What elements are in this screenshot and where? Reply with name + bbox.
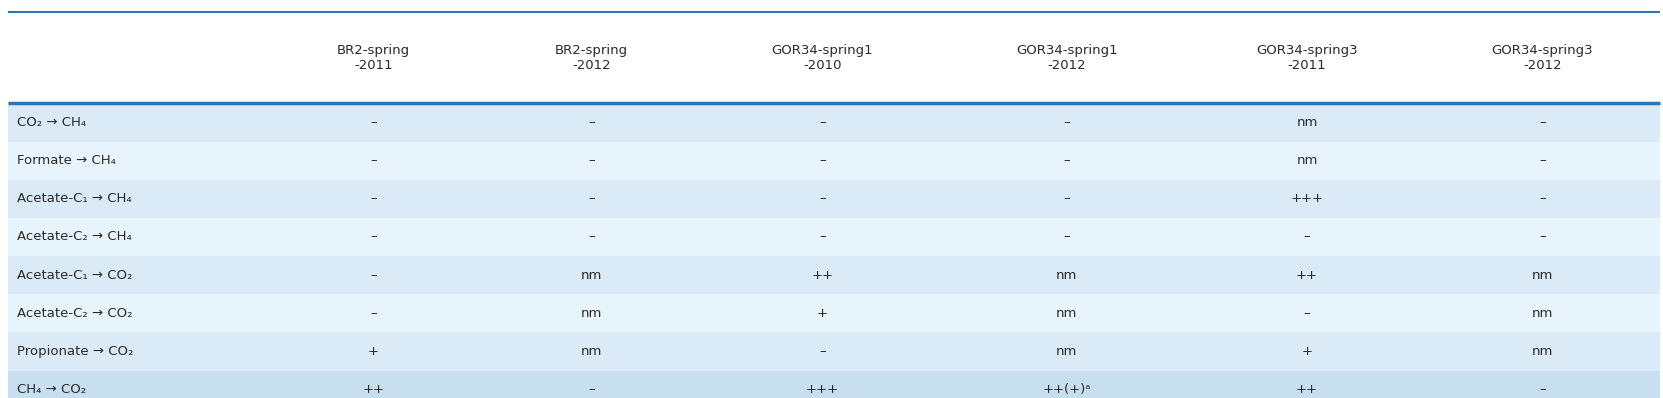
Text: Formate → CH₄: Formate → CH₄ [17,154,115,167]
Text: GOR34-spring1
-2012: GOR34-spring1 -2012 [1016,44,1118,72]
Text: nm: nm [580,269,602,282]
Text: –: – [1540,383,1545,396]
Bar [8,371,1660,398]
Text: –: – [1540,230,1545,244]
Bar [8,256,1660,294]
Text: –: – [369,116,376,129]
Text: –: – [1064,116,1071,129]
Text: –: – [589,383,595,396]
Bar [8,142,1660,180]
Text: ++: ++ [363,383,384,396]
Text: Acetate-C₂ → CO₂: Acetate-C₂ → CO₂ [17,307,131,320]
Text: –: – [820,116,827,129]
Text: ++: ++ [812,269,833,282]
Text: nm: nm [1056,345,1078,358]
Bar [8,332,1660,371]
Text: –: – [1064,154,1071,167]
Text: –: – [1064,230,1071,244]
Bar [8,218,1660,256]
Text: nm: nm [1056,269,1078,282]
Text: nm: nm [1532,307,1553,320]
Text: ++: ++ [1295,269,1319,282]
Bar [8,180,1660,218]
Text: Acetate-C₁ → CO₂: Acetate-C₁ → CO₂ [17,269,131,282]
Text: –: – [1304,307,1310,320]
Text: –: – [589,154,595,167]
Text: CO₂ → CH₄: CO₂ → CH₄ [17,116,86,129]
Text: nm: nm [580,345,602,358]
Text: –: – [1064,192,1071,205]
Text: –: – [589,116,595,129]
Text: ++: ++ [1295,383,1319,396]
Text: –: – [589,230,595,244]
Text: +: + [1302,345,1312,358]
Text: –: – [369,269,376,282]
Text: nm: nm [580,307,602,320]
Text: –: – [369,192,376,205]
Text: –: – [1540,116,1545,129]
Text: GOR34-spring3
-2011: GOR34-spring3 -2011 [1256,44,1359,72]
Text: Acetate-C₂ → CH₄: Acetate-C₂ → CH₄ [17,230,131,244]
Text: CH₄ → CO₂: CH₄ → CO₂ [17,383,86,396]
Bar [8,294,1660,332]
Text: –: – [589,192,595,205]
Text: nm: nm [1297,154,1317,167]
Text: nm: nm [1056,307,1078,320]
Text: –: – [1540,154,1545,167]
Text: BR2-spring
-2011: BR2-spring -2011 [336,44,409,72]
Text: –: – [820,192,827,205]
Bar [8,103,1660,142]
Text: –: – [1540,192,1545,205]
Text: –: – [369,154,376,167]
Text: GOR34-spring1
-2010: GOR34-spring1 -2010 [772,44,873,72]
Text: –: – [1304,230,1310,244]
Text: –: – [820,154,827,167]
Text: –: – [369,307,376,320]
Text: GOR34-spring3
-2012: GOR34-spring3 -2012 [1492,44,1593,72]
Text: –: – [820,230,827,244]
Text: BR2-spring
-2012: BR2-spring -2012 [555,44,629,72]
Text: nm: nm [1297,116,1317,129]
Text: –: – [820,345,827,358]
Text: Acetate-C₁ → CH₄: Acetate-C₁ → CH₄ [17,192,131,205]
Text: +++: +++ [807,383,838,396]
Text: –: – [369,230,376,244]
Text: +++: +++ [1290,192,1324,205]
Text: nm: nm [1532,269,1553,282]
Text: ++(+)ᵃ: ++(+)ᵃ [1043,383,1091,396]
Text: nm: nm [1532,345,1553,358]
Text: +: + [817,307,828,320]
Text: Propionate → CO₂: Propionate → CO₂ [17,345,133,358]
Text: +: + [368,345,379,358]
